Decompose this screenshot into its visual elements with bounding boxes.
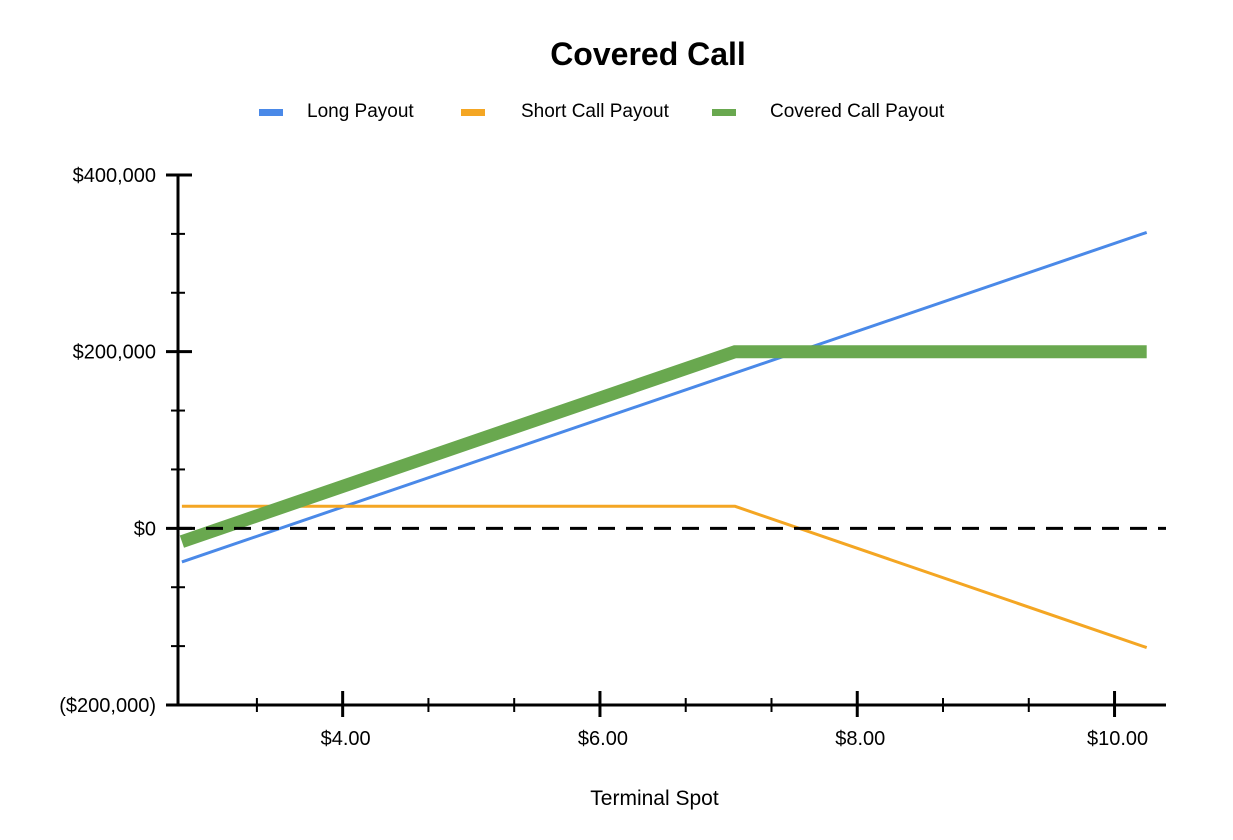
series-line-covered-call-payout: [179, 345, 1147, 548]
y-tick-label: ($200,000): [59, 695, 156, 717]
y-tick-label: $400,000: [73, 165, 156, 187]
tick-label-layer: ($200,000) $0 $200,000 $400,000 $4.00 $6.00 $8…: [59, 165, 1148, 750]
legend-item-covered-call-payout[interactable]: Covered Call Payout: [712, 100, 944, 124]
series-line-long-payout: [181, 230, 1148, 564]
x-axis-title: Terminal Spot: [590, 787, 719, 810]
legend: Long Payout Short Call Payout Covered Ca…: [0, 100, 1233, 124]
y-tick-label: $0: [134, 518, 156, 540]
legend-swatch-short-call-payout: [461, 108, 485, 116]
legend-item-long-payout[interactable]: Long Payout: [259, 100, 414, 124]
x-tick-label: $6.00: [578, 728, 628, 750]
legend-label-long-payout: Long Payout: [307, 101, 414, 122]
y-tick-label: $200,000: [73, 342, 156, 364]
axes-layer: [166, 173, 1166, 717]
x-tick-label: $4.00: [321, 728, 371, 750]
legend-label-covered-call-payout: Covered Call Payout: [770, 101, 945, 122]
legend-item-short-call-payout[interactable]: Short Call Payout: [461, 100, 669, 124]
legend-label-short-call-payout: Short Call Payout: [521, 101, 669, 122]
x-tick-label: $8.00: [835, 728, 885, 750]
series-line-short-call-payout: [181, 504, 1148, 650]
legend-swatch-long-payout: [259, 108, 283, 116]
series-layer: [179, 230, 1148, 650]
chart-title: Covered Call: [550, 36, 746, 72]
legend-swatch-covered-call-payout: [712, 108, 736, 116]
x-tick-label: $10.00: [1087, 728, 1148, 750]
